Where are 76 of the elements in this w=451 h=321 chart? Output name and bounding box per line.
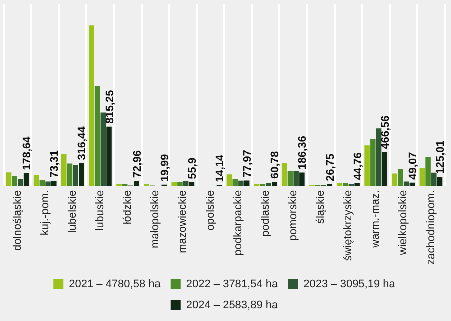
data-label: 55,9 [186, 158, 199, 180]
bar [18, 179, 24, 186]
bar [172, 182, 178, 186]
bar [34, 176, 40, 186]
bar [89, 26, 94, 186]
bar [398, 169, 404, 186]
bar [94, 86, 100, 186]
data-label: 316,44 [76, 126, 89, 160]
bar [79, 163, 84, 186]
legend-label: 2022 – 3781,54 ha [186, 278, 280, 291]
x-tick-label: podlaskie [260, 190, 272, 237]
data-label: 77,97 [242, 150, 254, 178]
bar [106, 126, 112, 186]
bar [67, 164, 73, 186]
legend-label: 2024 – 2583,89 ha [186, 300, 280, 312]
bar [51, 181, 57, 186]
bar [6, 172, 12, 186]
x-tick-label: lubuskie [94, 190, 106, 231]
bar [244, 180, 250, 186]
bar [420, 168, 426, 186]
bar [61, 154, 67, 186]
legend-label: 2021 – 4780,58 ha [69, 278, 162, 291]
x-tick-label: łódzkie [122, 190, 134, 225]
bar [370, 139, 376, 186]
bar [73, 165, 78, 186]
bar [100, 112, 106, 186]
data-label: 19,99 [159, 154, 172, 182]
x-tick-label: wielkopolskie [398, 190, 410, 256]
data-label: 186,36 [297, 136, 310, 170]
bar [12, 176, 18, 186]
bar [272, 182, 278, 186]
bar [288, 171, 294, 186]
bar [282, 163, 288, 186]
data-label: 466,56 [380, 116, 392, 150]
x-tick-label: dolnośląskie [12, 190, 24, 251]
x-tick-label: pomorskie [287, 190, 300, 242]
bar [266, 183, 272, 186]
bar [294, 171, 299, 186]
data-label: 49,07 [407, 152, 420, 180]
bar [364, 146, 370, 186]
data-label: 73,31 [49, 150, 62, 178]
x-tick-label: mazowieckie [177, 190, 190, 254]
bar [238, 180, 244, 186]
bar [354, 183, 360, 186]
bar [376, 128, 382, 186]
bar [382, 152, 388, 186]
bar [432, 172, 437, 186]
x-tick-label: opolskie [204, 190, 217, 231]
data-label: 44,76 [352, 152, 364, 180]
x-tick-label: warm.-maz. [370, 190, 382, 249]
data-label: 125,01 [435, 140, 448, 174]
data-label: 72,96 [132, 150, 144, 178]
x-tick-label: małopolskie [150, 190, 162, 248]
bar [404, 182, 410, 186]
x-tick-label: świętokrzyskie [342, 190, 355, 262]
bar [337, 183, 342, 186]
x-tick-label: kuj.-pom. [39, 190, 52, 236]
bar [46, 182, 51, 186]
data-label: 14,14 [214, 154, 227, 182]
bar [300, 172, 305, 186]
bar [178, 182, 183, 186]
bar [24, 173, 30, 186]
data-label: 815,25 [104, 90, 116, 124]
x-tick-label: zachodniopom. [425, 190, 438, 266]
bar [392, 174, 398, 186]
data-label: 178,64 [22, 136, 34, 170]
bar [226, 174, 232, 186]
x-tick-label: lubelskie [66, 190, 79, 234]
x-tick-label: podkarpackie [232, 190, 244, 256]
data-label: 26,75 [324, 154, 337, 182]
bar [134, 181, 140, 186]
bar [232, 179, 238, 186]
x-tick-label: śląskie [315, 190, 327, 224]
data-label: 60,78 [270, 151, 282, 179]
bar [426, 157, 431, 186]
legend-label: 2023 – 3095,19 ha [304, 278, 396, 291]
